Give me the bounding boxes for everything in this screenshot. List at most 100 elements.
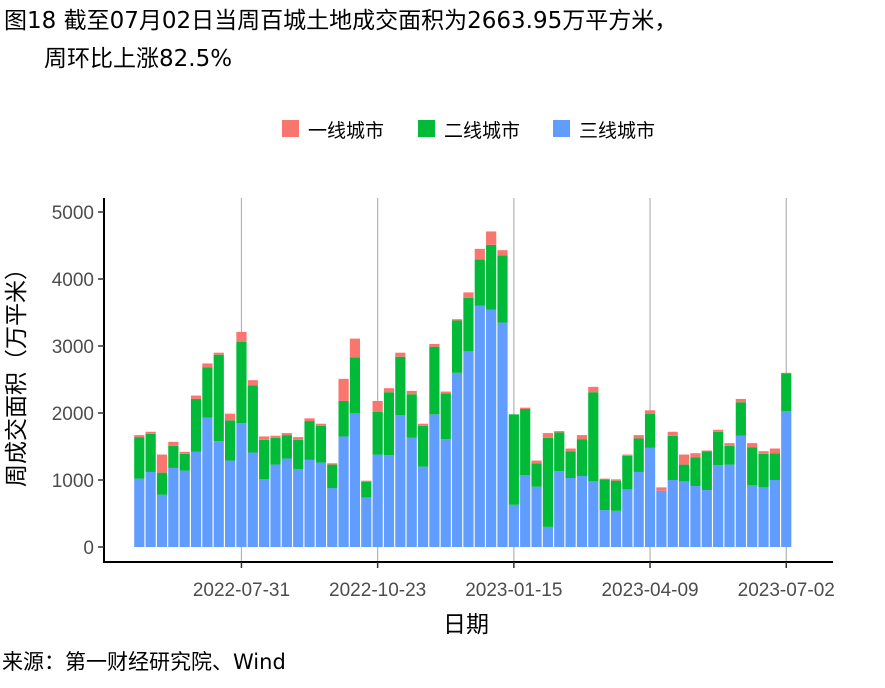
- bar-segment-35-s1: [531, 463, 542, 487]
- chart-title: 图18 截至07月02日当周百城土地成交面积为2663.95万平方米， 周环比上…: [4, 2, 677, 78]
- bar-segment-48-s0: [679, 454, 690, 465]
- bar-segment-53-s1: [735, 402, 746, 436]
- bar-segment-29-s1: [463, 297, 474, 352]
- bar-segment-32-s0: [497, 250, 508, 256]
- bar-segment-31-s2: [486, 309, 497, 547]
- bar-segment-20-s1: [361, 482, 372, 498]
- bar-segment-27-s2: [440, 439, 451, 547]
- bar-segment-3-s1: [168, 445, 179, 468]
- bar-segment-51-s0: [713, 429, 724, 432]
- bar-segment-5-s0: [190, 395, 202, 399]
- bar-segment-13-s2: [281, 458, 292, 547]
- legend: 一线城市 二线城市 三线城市: [282, 120, 655, 142]
- bar-segment-56-s1: [769, 453, 780, 480]
- y-tick-label-4000: 4000: [52, 270, 94, 291]
- bar-segment-44-s1: [633, 438, 644, 472]
- bar-segment-7-s2: [213, 441, 224, 547]
- bar-segment-12-s2: [270, 464, 281, 547]
- bar-segment-28-s1: [452, 320, 463, 373]
- bar-segment-16-s0: [315, 423, 326, 426]
- legend-key-0: [282, 120, 299, 137]
- x-axis-label: 日期: [443, 611, 489, 637]
- bar-segment-7-s0: [213, 352, 224, 355]
- bar-segment-24-s1: [406, 394, 417, 438]
- bar-segment-34-s0: [520, 407, 531, 409]
- bar-segment-30-s0: [474, 248, 485, 260]
- bar-segment-1-s2: [145, 471, 156, 547]
- bar-segment-0-s2: [134, 478, 145, 547]
- bar-segment-43-s1: [622, 455, 633, 490]
- bar-segment-25-s1: [417, 425, 429, 467]
- bar-segment-6-s0: [202, 363, 213, 368]
- bar-segment-56-s2: [769, 480, 780, 547]
- axes: 0 1000 2000 3000 4000 5000 2022-07-31 2022-10-2…: [52, 198, 835, 601]
- bar-segment-39-s1: [576, 439, 588, 476]
- bar-segment-53-s2: [735, 435, 746, 547]
- bar-segment-47-s2: [667, 480, 678, 547]
- x-tick-label-4: 2023-07-02: [738, 580, 835, 601]
- bar-segment-52-s1: [724, 445, 735, 465]
- bar-segment-50-s1: [701, 451, 712, 491]
- bar-segment-48-s2: [679, 481, 690, 547]
- bar-segment-55-s0: [758, 451, 769, 454]
- bar-segment-14-s1: [293, 439, 304, 470]
- bar-segment-38-s2: [565, 477, 576, 547]
- bar-segment-36-s0: [542, 433, 553, 438]
- legend-label-1: 二线城市: [444, 120, 520, 142]
- bar-segment-44-s0: [633, 435, 644, 439]
- bar-segment-19-s1: [349, 357, 361, 413]
- bar-segment-14-s2: [293, 469, 304, 547]
- bar-segment-18-s0: [338, 378, 349, 401]
- bar-segment-40-s2: [588, 481, 599, 547]
- bar-segment-16-s1: [315, 425, 326, 463]
- bar-segment-44-s2: [633, 471, 644, 547]
- bar-segment-11-s2: [259, 479, 270, 547]
- bar-segment-18-s1: [338, 400, 349, 437]
- y-axis-label: 周成交面积（万平米）: [3, 257, 29, 487]
- bar-segment-19-s0: [349, 338, 361, 358]
- bar-segment-31-s0: [486, 231, 497, 245]
- bar-segment-46-s2: [656, 490, 667, 547]
- bar-segment-14-s0: [293, 437, 304, 440]
- bar-segment-28-s0: [452, 319, 463, 321]
- bar-segment-3-s0: [168, 441, 179, 446]
- bar-segment-57-s0: [781, 372, 792, 374]
- bar-segment-49-s2: [690, 486, 701, 547]
- legend-label-2: 三线城市: [579, 120, 655, 142]
- bar-segment-30-s1: [474, 259, 485, 306]
- bar-segment-36-s2: [542, 526, 553, 547]
- x-tick-label-0: 2022-07-31: [193, 580, 290, 601]
- bar-segment-33-s2: [508, 504, 519, 547]
- bar-segment-10-s2: [247, 452, 258, 547]
- bar-segment-49-s1: [690, 457, 701, 487]
- bar-segment-17-s1: [327, 464, 338, 489]
- bar-segment-52-s2: [724, 464, 735, 547]
- bar-segment-25-s2: [417, 466, 429, 547]
- bar-segment-40-s0: [588, 386, 599, 393]
- bar-segment-24-s0: [406, 390, 417, 395]
- bar-segment-5-s2: [190, 451, 202, 547]
- bar-segment-20-s2: [361, 497, 372, 547]
- bar-segment-37-s0: [554, 431, 565, 433]
- bar-segment-34-s2: [520, 475, 531, 547]
- bar-segment-55-s2: [758, 487, 769, 547]
- bar-segment-48-s1: [679, 464, 690, 482]
- bar-segment-38-s1: [565, 451, 576, 478]
- bar-segment-15-s0: [304, 418, 315, 422]
- bar-segment-56-s0: [769, 448, 780, 454]
- bar-segment-54-s0: [747, 443, 758, 448]
- bar-segment-1-s0: [145, 431, 156, 434]
- bar-segment-54-s2: [747, 485, 758, 547]
- bar-segment-31-s1: [486, 244, 497, 310]
- bar-segment-40-s1: [588, 392, 599, 482]
- bar-segment-8-s1: [225, 420, 236, 461]
- bar-segment-5-s1: [190, 398, 202, 452]
- bar-segment-26-s0: [429, 343, 440, 347]
- bar-segment-50-s0: [701, 450, 712, 452]
- bar-segment-49-s0: [690, 453, 701, 458]
- bar-segment-10-s0: [247, 380, 258, 386]
- bar-segment-16-s2: [315, 462, 326, 547]
- bar-segment-9-s0: [236, 331, 247, 342]
- bar-segment-12-s1: [270, 437, 281, 465]
